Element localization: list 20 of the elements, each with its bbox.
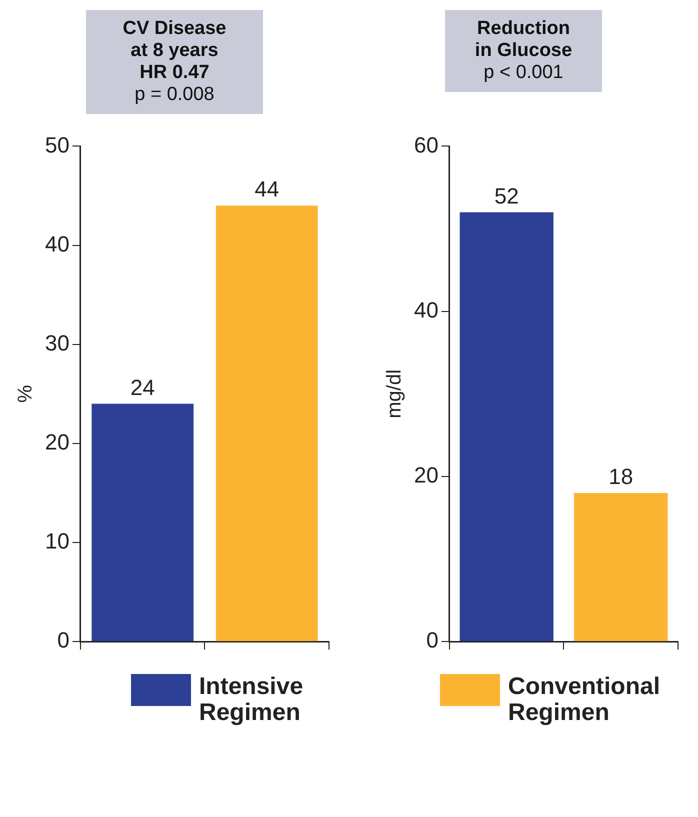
y-axis-title: mg/dl bbox=[384, 369, 406, 418]
data-label: 52 bbox=[494, 183, 519, 208]
y-tick-label: 0 bbox=[57, 628, 70, 653]
y-tick-label: 10 bbox=[44, 528, 70, 554]
legend-label: Intensive Regimen bbox=[199, 673, 304, 726]
legend-label: Conventional Regimen bbox=[508, 673, 662, 726]
y-tick-label: 20 bbox=[414, 462, 438, 488]
chart-subtitle: p < 0.001 bbox=[482, 62, 564, 84]
y-tick-label: 50 bbox=[44, 132, 70, 158]
y-tick-label: 20 bbox=[44, 430, 70, 455]
data-label: 44 bbox=[254, 176, 280, 202]
data-label: 24 bbox=[130, 374, 155, 400]
y-axis-title: % bbox=[14, 384, 37, 403]
y-tick-label: 60 bbox=[414, 132, 438, 158]
y-tick-label: 40 bbox=[44, 231, 70, 256]
y-tick-label: 30 bbox=[44, 330, 70, 356]
data-label: 18 bbox=[608, 464, 634, 490]
y-tick-label: 0 bbox=[426, 628, 438, 653]
y-tick-label: 40 bbox=[414, 297, 438, 322]
chart-subtitle: p = 0.008 bbox=[134, 84, 216, 106]
